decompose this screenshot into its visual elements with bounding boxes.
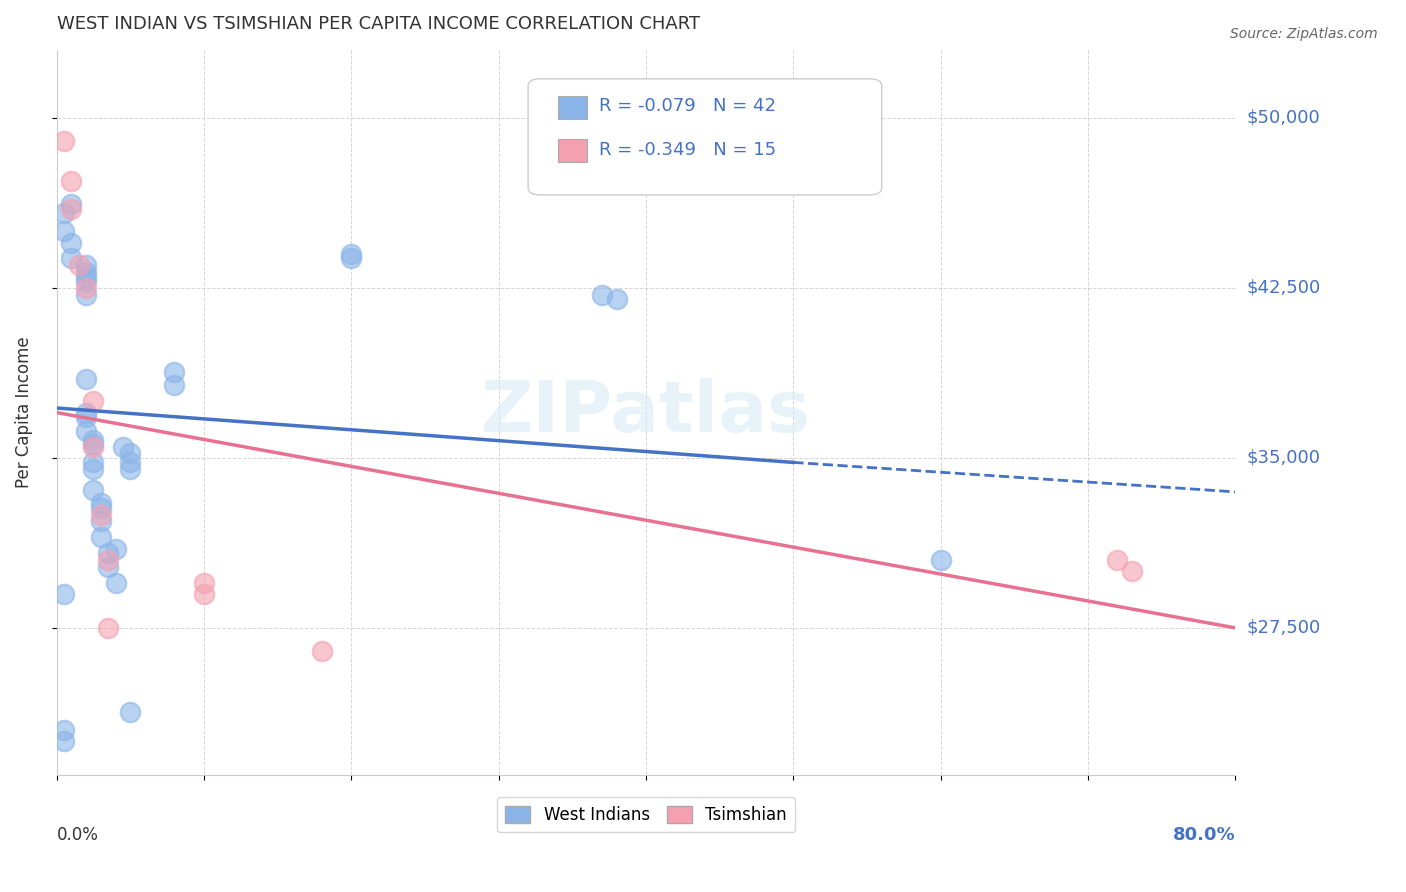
Point (75, 274, 97, 288)
Text: 0.0%: 0.0% (56, 826, 98, 844)
Point (75, 287, 97, 301)
Point (53, 206, 76, 220)
Point (60, 252, 83, 266)
Legend: West Indians, Tsimshian: West Indians, Tsimshian (498, 797, 794, 832)
Text: $50,000: $50,000 (1247, 109, 1320, 127)
Text: WEST INDIAN VS TSIMSHIAN PER CAPITA INCOME CORRELATION CHART: WEST INDIAN VS TSIMSHIAN PER CAPITA INCO… (56, 15, 700, 33)
Point (111, 440, 134, 454)
Point (90, 500, 112, 515)
Text: ZIPatlas: ZIPatlas (481, 378, 811, 447)
Text: R = -0.079   N = 42: R = -0.079 N = 42 (599, 97, 776, 115)
Point (75, 405, 97, 419)
Point (340, 247, 363, 261)
Point (82, 462, 104, 476)
Point (53, 723, 76, 737)
Point (75, 424, 97, 438)
Point (929, 553, 952, 567)
Point (163, 378, 186, 392)
Point (82, 483, 104, 497)
Point (67, 258, 90, 272)
Point (82, 455, 104, 469)
Point (75, 258, 97, 272)
Text: $42,500: $42,500 (1247, 279, 1320, 297)
Point (193, 575, 215, 590)
Point (193, 587, 215, 601)
Point (605, 292, 627, 306)
Text: R = -0.349   N = 15: R = -0.349 N = 15 (599, 141, 776, 159)
Y-axis label: Per Capita Income: Per Capita Income (15, 336, 32, 488)
Point (60, 174, 83, 188)
Point (90, 508, 112, 522)
Point (311, 643, 333, 657)
Point (97, 621, 120, 635)
Point (104, 575, 127, 590)
FancyBboxPatch shape (558, 95, 588, 119)
Point (104, 541, 127, 556)
Point (75, 269, 97, 284)
Point (75, 410, 97, 425)
Point (53, 734, 76, 748)
Point (53, 224, 76, 238)
Point (82, 394, 104, 409)
Point (1121, 564, 1143, 578)
FancyBboxPatch shape (529, 78, 882, 195)
FancyBboxPatch shape (558, 139, 588, 162)
Point (75, 265, 97, 279)
Point (82, 440, 104, 454)
Point (163, 365, 186, 379)
Point (340, 252, 363, 266)
Point (90, 530, 112, 544)
Point (90, 496, 112, 510)
Point (120, 462, 142, 476)
Point (60, 197, 83, 211)
Point (120, 705, 142, 719)
Point (120, 455, 142, 469)
Point (53, 134, 76, 148)
Point (97, 559, 120, 574)
Point (75, 281, 97, 295)
Point (60, 235, 83, 250)
Text: $27,500: $27,500 (1247, 619, 1320, 637)
Text: 80.0%: 80.0% (1173, 826, 1236, 844)
Point (97, 553, 120, 567)
Text: Source: ZipAtlas.com: Source: ZipAtlas.com (1230, 27, 1378, 41)
Point (1107, 553, 1129, 567)
Point (60, 202, 83, 216)
Point (82, 433, 104, 447)
Point (97, 546, 120, 560)
Point (53, 587, 76, 601)
Point (120, 446, 142, 460)
Point (75, 371, 97, 385)
Text: $35,000: $35,000 (1247, 449, 1320, 467)
Point (82, 437, 104, 451)
Point (90, 514, 112, 528)
Point (591, 287, 613, 301)
